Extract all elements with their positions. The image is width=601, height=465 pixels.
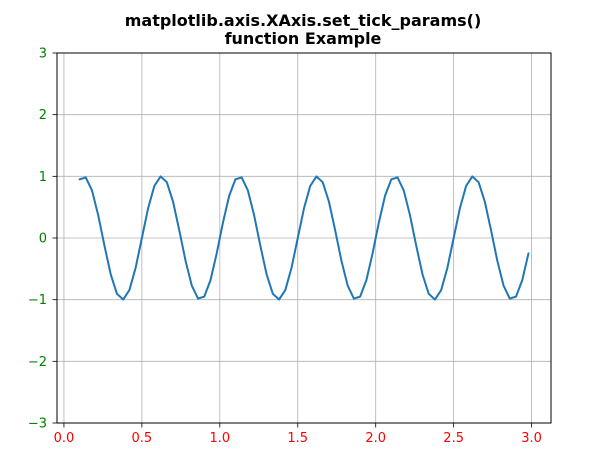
chart-title-line-2: function Example — [225, 29, 382, 48]
grid-lines — [57, 52, 551, 424]
y-tick-label: 0 — [39, 232, 47, 247]
series-layer — [78, 175, 530, 301]
chart-title-line-1: matplotlib.axis.XAxis.set_tick_params() — [125, 11, 482, 30]
x-tick-label: 1.0 — [209, 431, 230, 446]
y-tick-label: 3 — [39, 47, 47, 62]
x-tick-label: 2.0 — [365, 431, 386, 446]
y-tick-label: −3 — [28, 417, 47, 432]
y-tick-label: 1 — [39, 170, 47, 185]
y-axis-ticks: −3 −2 −1 0 1 2 3 — [28, 47, 57, 432]
y-tick-label: −2 — [28, 355, 47, 370]
x-tick-label: 2.5 — [443, 431, 464, 446]
x-axis-ticks: 0.0 0.5 1.0 1.5 2.0 2.5 3.0 — [54, 423, 542, 446]
y-tick-label: −1 — [28, 293, 47, 308]
x-tick-label: 3.0 — [521, 431, 542, 446]
x-tick-label: 1.5 — [287, 431, 308, 446]
y-tick-label: 2 — [39, 108, 47, 123]
x-tick-label: 0.0 — [54, 431, 75, 446]
series-line — [78, 175, 530, 301]
x-tick-label: 0.5 — [132, 431, 153, 446]
